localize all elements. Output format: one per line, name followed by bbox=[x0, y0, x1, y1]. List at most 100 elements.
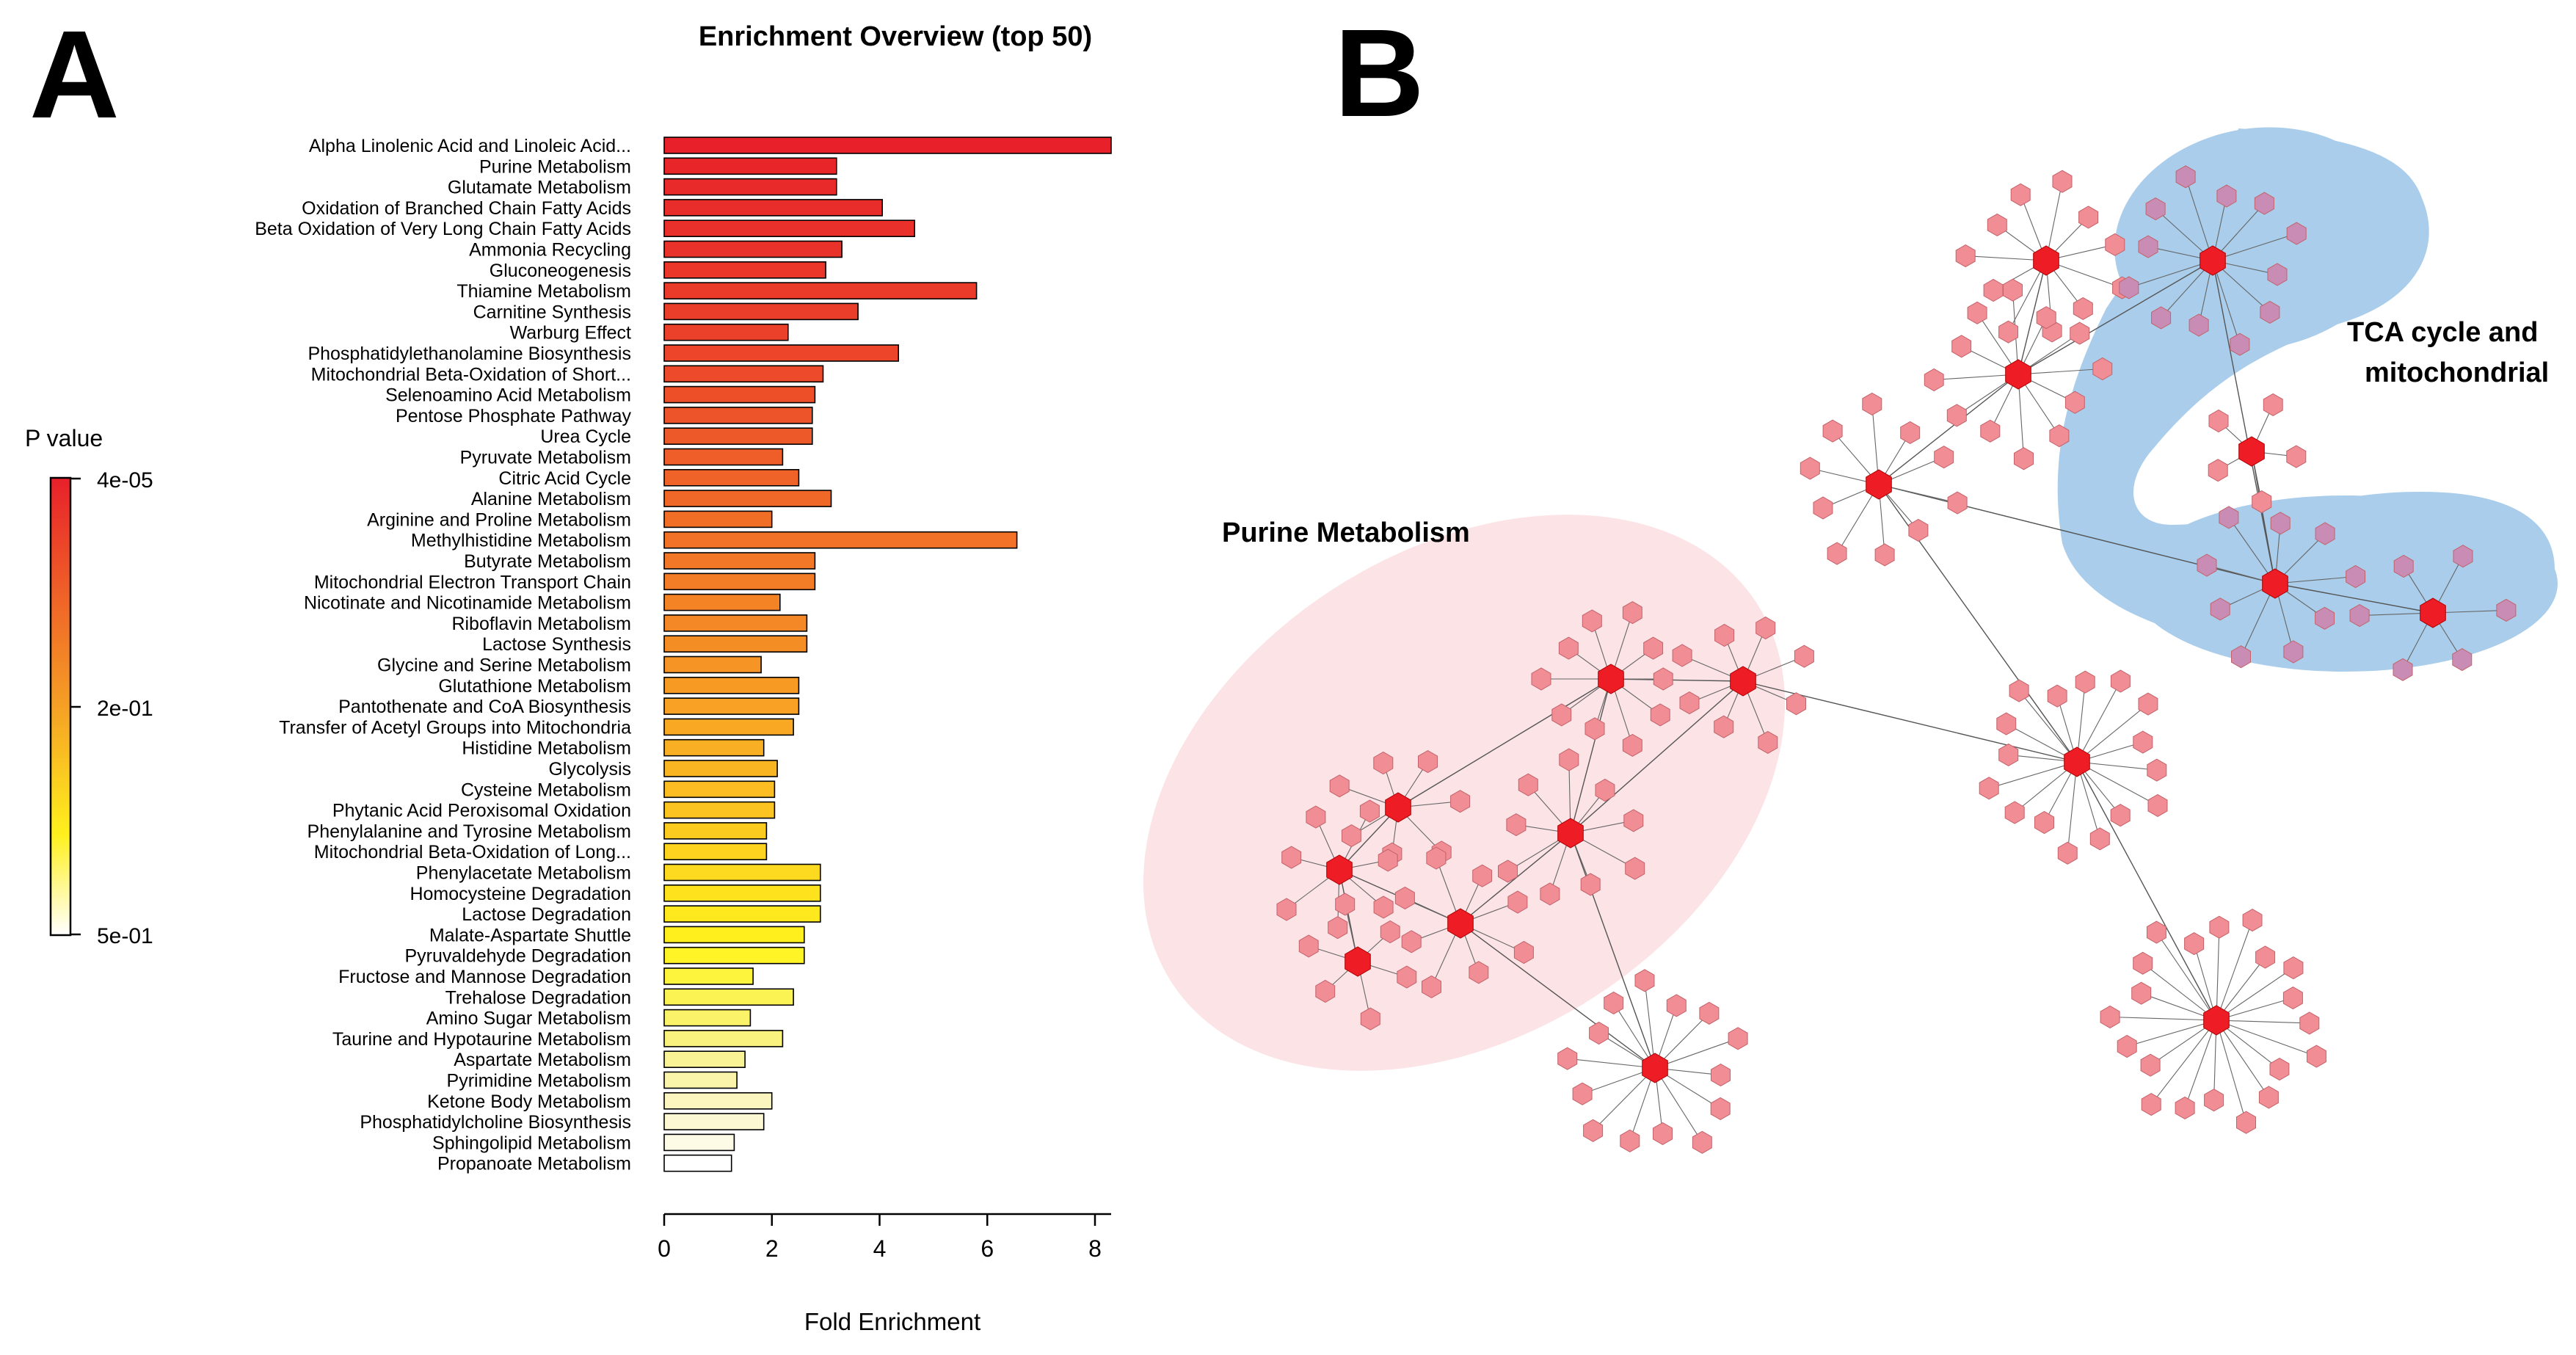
network-link bbox=[1460, 832, 1571, 924]
category-label: Warburg Effect bbox=[510, 323, 631, 344]
metabolite-node bbox=[1378, 849, 1398, 872]
metabolite-node bbox=[2346, 564, 2366, 589]
metabolite-node bbox=[1281, 846, 1302, 869]
metabolite-node bbox=[2138, 692, 2158, 716]
category-label: Pentose Phosphate Pathway bbox=[396, 406, 632, 426]
metabolite-node bbox=[1672, 644, 1692, 667]
network-edge bbox=[1654, 1067, 1703, 1143]
network-node-group bbox=[1276, 165, 2517, 1154]
metabolite-node bbox=[1580, 873, 1601, 896]
metabolite-node bbox=[1380, 920, 1400, 944]
metabolite-node bbox=[2175, 165, 2196, 189]
metabolite-node bbox=[1955, 244, 1976, 268]
bar bbox=[663, 1133, 735, 1152]
metabolite-node bbox=[1595, 778, 1615, 802]
network-link bbox=[1570, 832, 1656, 1069]
metabolite-node bbox=[2089, 827, 2110, 851]
metabolite-node bbox=[2105, 233, 2125, 256]
metabolite-node bbox=[1315, 979, 1336, 1003]
metabolite-node bbox=[2283, 956, 2304, 980]
bar bbox=[663, 614, 808, 632]
category-label: Trehalose Degradation bbox=[445, 987, 631, 1008]
bar bbox=[663, 531, 1018, 549]
metabolite-node bbox=[2453, 545, 2473, 568]
category-label: Butyrate Metabolism bbox=[464, 551, 631, 572]
network-link bbox=[1339, 807, 1399, 871]
category-label: Amino Sugar Metabolism bbox=[426, 1009, 631, 1029]
metabolite-node bbox=[1822, 419, 1843, 443]
network-link bbox=[1570, 678, 1612, 834]
metabolite-node bbox=[2230, 333, 2250, 356]
metabolite-node bbox=[2258, 1086, 2279, 1109]
metabolite-node bbox=[1650, 703, 1670, 727]
bar bbox=[663, 988, 794, 1006]
metabolite-node bbox=[2009, 679, 2029, 702]
metabolite-node bbox=[1900, 421, 1921, 444]
metabolite-node bbox=[2133, 951, 2153, 975]
network-edge bbox=[1934, 374, 2019, 381]
category-label: Purine Metabolism bbox=[479, 156, 631, 177]
metabolite-node bbox=[2147, 758, 2167, 782]
metabolite-node bbox=[2208, 409, 2229, 433]
metabolite-node bbox=[2110, 804, 2131, 827]
network-edge bbox=[2150, 1020, 2217, 1105]
metabolite-node bbox=[1276, 898, 1297, 921]
metabolite-node bbox=[2014, 447, 2034, 471]
category-label: Arginine and Proline Metabolism bbox=[367, 509, 631, 530]
network-edge bbox=[1965, 255, 2047, 261]
bar bbox=[663, 843, 768, 860]
metabolite-node bbox=[1540, 882, 1560, 906]
network-link bbox=[2251, 451, 2276, 584]
metabolite-node bbox=[2004, 801, 2025, 824]
bar bbox=[663, 863, 821, 882]
bar bbox=[663, 697, 800, 715]
category-label: Pyruvate Metabolism bbox=[460, 448, 631, 468]
metabolite-node bbox=[2133, 730, 2153, 754]
category-label: Mitochondrial Beta-Oxidation of Short... bbox=[311, 364, 631, 385]
metabolite-node bbox=[2049, 424, 2070, 448]
metabolite-node bbox=[1800, 457, 1820, 480]
category-label: Citric Acid Cycle bbox=[498, 468, 631, 489]
category-label: Transfer of Acetyl Groups into Mitochond… bbox=[279, 717, 631, 738]
hub-node bbox=[2005, 359, 2031, 390]
network-edge bbox=[2076, 761, 2158, 806]
metabolite-node bbox=[1373, 751, 1394, 775]
category-label: Ammonia Recycling bbox=[469, 240, 631, 261]
metabolite-node bbox=[1329, 774, 1350, 798]
panel-a-letter: A bbox=[29, 5, 120, 145]
metabolite-node bbox=[1507, 890, 1528, 914]
network-edge bbox=[2216, 956, 2266, 1021]
network-link bbox=[1570, 680, 1744, 834]
bar bbox=[663, 302, 859, 321]
legend-colorbar bbox=[49, 476, 72, 937]
category-label: Gluconeogenesis bbox=[490, 261, 631, 281]
bar bbox=[663, 1071, 738, 1089]
metabolite-node bbox=[1996, 712, 2017, 735]
metabolite-node bbox=[1342, 824, 1361, 848]
bar bbox=[663, 780, 776, 799]
bar bbox=[663, 219, 916, 238]
metabolite-node bbox=[2286, 222, 2307, 245]
bar bbox=[663, 1009, 752, 1027]
legend-title: P value bbox=[25, 425, 103, 451]
metabolite-node bbox=[2138, 235, 2158, 258]
metabolite-node bbox=[1518, 773, 1538, 796]
network-edge bbox=[2128, 260, 2213, 288]
hub-node bbox=[2203, 1005, 2230, 1036]
metabolite-node bbox=[1622, 601, 1642, 625]
metabolite-node bbox=[2260, 300, 2280, 324]
metabolite-node bbox=[1298, 934, 1319, 958]
metabolite-node bbox=[1862, 392, 1882, 415]
network-edge bbox=[1654, 1038, 1739, 1069]
chart-title: Enrichment Overview (top 50) bbox=[699, 21, 1092, 52]
category-label: Phenylalanine and Tyrosine Metabolism bbox=[308, 821, 631, 842]
category-label: Nicotinate and Nicotinamide Metabolism bbox=[304, 593, 631, 614]
metabolite-node bbox=[1827, 542, 1847, 565]
metabolite-node bbox=[1401, 930, 1422, 953]
metabolite-node bbox=[1623, 809, 1644, 832]
category-label: Mitochondrial Electron Transport Chain bbox=[314, 572, 631, 592]
metabolite-node bbox=[2254, 192, 2274, 215]
metabolite-node bbox=[2197, 553, 2217, 577]
category-label: Pantothenate and CoA Biosynthesis bbox=[338, 697, 631, 717]
bar bbox=[663, 1092, 773, 1110]
